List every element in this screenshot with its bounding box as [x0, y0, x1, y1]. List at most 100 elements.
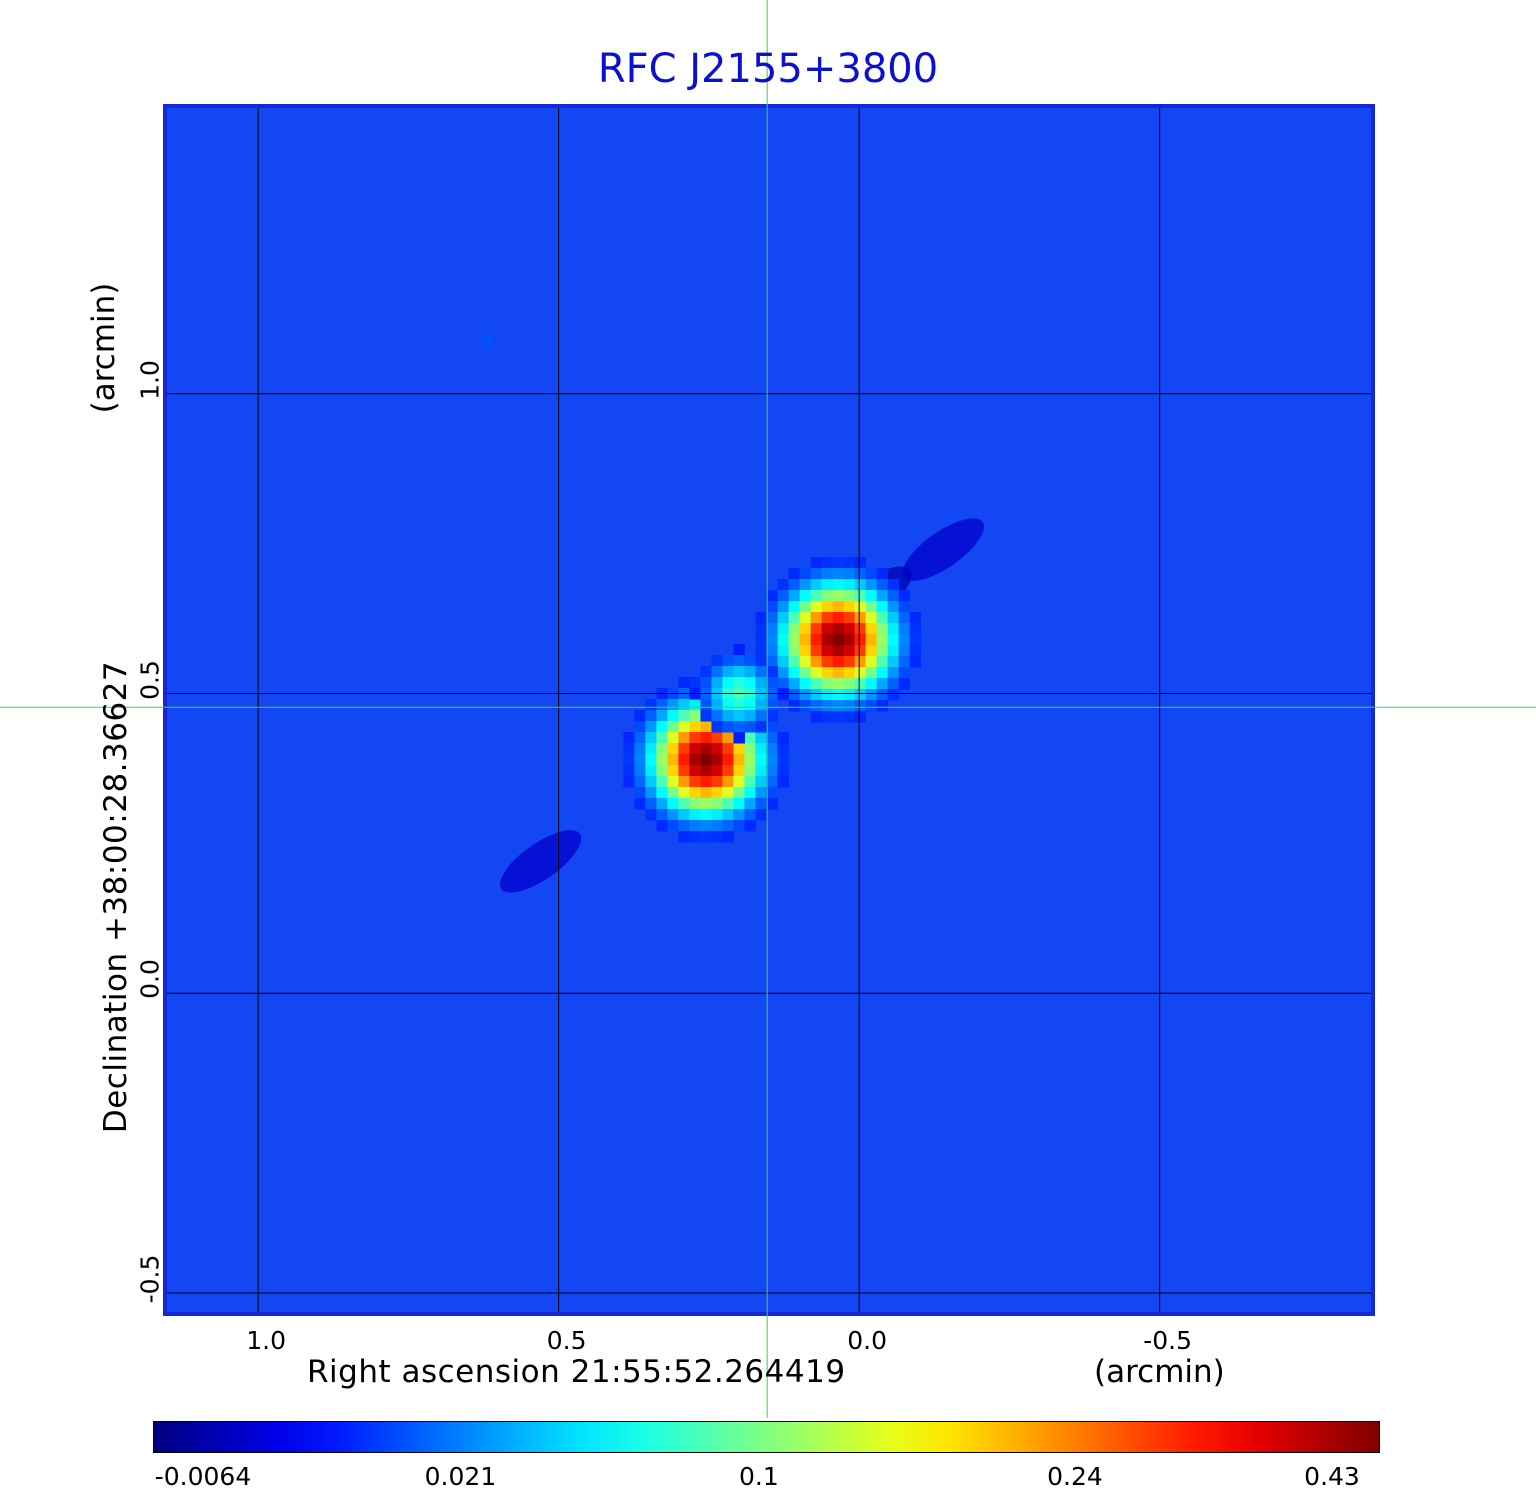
core-pixel: [865, 579, 878, 591]
jet-knot-pixel: [755, 797, 767, 810]
core-pixel: [821, 645, 834, 657]
core-pixel: [898, 623, 911, 635]
core-pixel: [821, 579, 834, 591]
core-pixel: [876, 634, 889, 646]
jet-knot-pixel: [689, 742, 701, 755]
jet-knot-pixel: [645, 786, 657, 799]
bridge-pixel: [733, 666, 745, 678]
jet-knot-pixel: [700, 764, 712, 777]
core-pixel: [876, 689, 889, 701]
core-pixel: [777, 612, 790, 624]
core-pixel: [865, 678, 878, 690]
jet-knot-pixel: [777, 742, 789, 755]
jet-knot-pixel: [634, 742, 646, 755]
core-pixel: [766, 645, 779, 657]
x-axis-unit: (arcmin): [1094, 1354, 1225, 1390]
jet-knot-pixel: [733, 753, 745, 766]
jet-knot-pixel: [711, 731, 723, 744]
core-pixel: [777, 590, 790, 602]
core-pixel: [876, 590, 889, 602]
bridge-pixel: [711, 666, 723, 678]
jet-knot-pixel: [678, 819, 690, 832]
core-pixel: [810, 667, 823, 679]
jet-knot-pixel: [678, 676, 690, 689]
jet-knot-pixel: [623, 753, 635, 766]
core-pixel: [843, 689, 856, 701]
jet-knot-pixel: [766, 720, 778, 733]
bridge-pixel: [733, 655, 745, 667]
core-pixel: [876, 579, 889, 591]
jet-knot-pixel: [755, 731, 767, 744]
bridge-pixel: [700, 666, 712, 678]
y-tick-label: 0.5: [135, 659, 165, 700]
jet-knot-pixel: [722, 753, 734, 766]
core-pixel: [777, 645, 790, 657]
core-pixel: [821, 634, 834, 646]
jet-knot-pixel: [634, 709, 646, 722]
core-pixel: [843, 579, 856, 591]
colorbar-tick-label: 0.43: [1304, 1462, 1360, 1491]
bridge-pixel: [722, 699, 734, 711]
core-pixel: [788, 623, 801, 635]
core-pixel: [777, 656, 790, 668]
core-pixel: [788, 678, 801, 690]
bridge-pixel: [766, 666, 778, 678]
core-pixel: [799, 612, 812, 624]
core-pixel: [865, 645, 878, 657]
jet-knot-pixel: [678, 808, 690, 821]
core-pixel: [832, 568, 845, 580]
bridge-pixel: [733, 644, 745, 656]
jet-knot-pixel: [744, 808, 756, 821]
core-pixel: [821, 623, 834, 635]
jet-knot-pixel: [711, 742, 723, 755]
core-pixel: [777, 667, 790, 679]
core-pixel: [909, 656, 922, 668]
core-pixel: [810, 700, 823, 712]
jet-knot-pixel: [634, 764, 646, 777]
jet-knot-pixel: [766, 731, 778, 744]
core-pixel: [854, 678, 867, 690]
jet-knot-pixel: [678, 698, 690, 711]
jet-knot-pixel: [733, 797, 745, 810]
jet-knot-pixel: [656, 808, 668, 821]
core-pixel: [799, 623, 812, 635]
core-pixel: [810, 557, 823, 569]
jet-knot-pixel: [645, 698, 657, 711]
core-pixel: [821, 656, 834, 668]
core-pixel: [865, 601, 878, 613]
jet-knot-pixel: [645, 731, 657, 744]
core-pixel: [854, 700, 867, 712]
core-pixel: [865, 700, 878, 712]
core-pixel: [865, 667, 878, 679]
core-pixel: [887, 667, 900, 679]
jet-knot-pixel: [689, 819, 701, 832]
jet-knot-pixel: [645, 753, 657, 766]
jet-knot-pixel: [656, 698, 668, 711]
image-features: [481, 334, 984, 893]
core-pixel: [898, 612, 911, 624]
core-pixel: [788, 634, 801, 646]
core-pixel: [854, 568, 867, 580]
bridge-pixel: [766, 699, 778, 711]
jet-knot-pixel: [689, 709, 701, 722]
core-pixel: [766, 590, 779, 602]
core-pixel: [832, 700, 845, 712]
core-pixel: [799, 568, 812, 580]
core-pixel: [854, 612, 867, 624]
y-axis-unit: (arcmin): [86, 282, 122, 414]
bridge-pixel: [733, 677, 745, 689]
core-pixel: [887, 678, 900, 690]
core-pixel: [843, 645, 856, 657]
core-pixel: [788, 700, 801, 712]
jet-knot-pixel: [645, 808, 657, 821]
core-pixel: [854, 557, 867, 569]
bridge-pixel: [722, 677, 734, 689]
core-pixel: [832, 645, 845, 657]
core-pixel: [898, 590, 911, 602]
core-pixel: [843, 601, 856, 613]
jet-knot-pixel: [700, 786, 712, 799]
core-pixel: [832, 711, 845, 723]
core-pixel: [810, 678, 823, 690]
core-pixel: [832, 667, 845, 679]
core-pixel: [788, 645, 801, 657]
